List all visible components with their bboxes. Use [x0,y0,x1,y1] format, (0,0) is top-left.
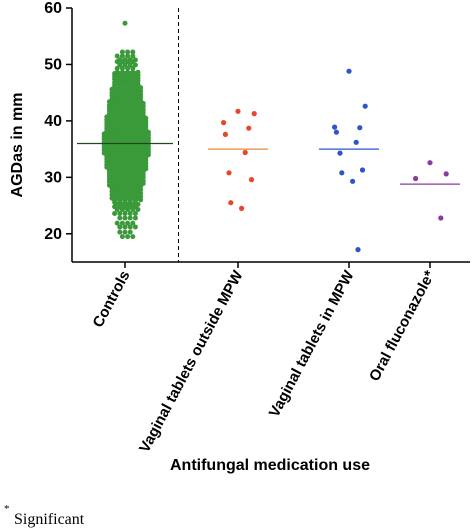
data-point [127,224,133,230]
data-point [333,129,339,135]
data-point [114,220,120,226]
data-point [119,207,125,212]
data-point [130,220,136,226]
data-point [125,207,131,212]
data-point [130,49,136,55]
data-point [355,247,361,253]
data-point [337,150,343,156]
data-point [413,175,419,182]
series-group [319,68,379,253]
data-point [132,62,138,68]
data-point [127,229,133,235]
data-point [119,49,125,55]
data-point [248,177,255,183]
data-point [119,59,125,65]
data-point [122,62,128,68]
data-point [117,211,123,216]
data-point [127,211,133,216]
y-tick-label: 50 [44,56,62,73]
footnote-text: Significant [14,511,85,528]
y-axis-title: AGDas in mm [9,93,26,198]
data-point [332,124,338,130]
data-point [242,149,248,156]
data-point [122,211,128,216]
plot-area [77,8,460,262]
x-axis: Controls Vaginal tablets outside MPW Vagin… [72,261,470,455]
data-point [119,53,125,59]
data-point [119,234,125,240]
series-group [400,160,460,221]
y-tick-label: 20 [44,226,62,243]
data-point [122,224,128,230]
data-point [127,215,133,221]
data-point [114,53,120,59]
data-point [438,215,444,221]
data-point [125,59,131,65]
data-point [130,207,136,212]
data-point [122,20,128,26]
data-point [221,120,227,126]
data-point [339,170,345,176]
data-point [122,229,128,235]
data-point [135,207,141,212]
y-tick-label: 60 [44,0,62,17]
data-point [353,139,359,145]
data-point [222,131,228,137]
data-point [114,59,120,65]
data-point [362,103,368,109]
data-point [127,62,133,68]
footnote-marker: * [4,503,10,515]
x-tick-label: Vaginal tablets in MPW [266,267,358,420]
x-tick-label: Controls [90,268,134,330]
data-point [125,234,131,240]
data-point [119,220,125,226]
series-group [208,108,268,211]
data-point [125,220,131,226]
series-group [77,20,173,240]
data-point [235,108,241,114]
x-tick-label: Oral fluconazole* [366,268,439,384]
data-point [132,224,138,230]
data-point [112,211,118,216]
data-point [359,167,366,173]
data-point [130,59,136,65]
data-point [350,178,356,184]
y-axis: 20 30 40 50 60 [44,0,73,262]
data-point [117,215,123,221]
data-point [114,207,120,212]
x-axis-title: Antifungal medication use [170,457,370,474]
data-point [357,125,363,131]
data-point [226,170,232,176]
data-point [443,171,449,177]
data-point [114,65,120,71]
data-point [125,65,131,71]
data-point [138,197,144,203]
data-point [246,125,252,131]
data-point [117,62,123,68]
data-point [122,215,128,221]
data-point [125,49,131,55]
data-point [117,229,123,235]
data-point [130,234,136,240]
y-tick-label: 30 [44,169,62,186]
data-point [132,215,138,221]
data-point [251,111,257,117]
data-point [132,211,138,216]
y-tick-label: 40 [44,113,62,130]
data-point [117,224,123,230]
data-point [427,160,433,166]
data-point [239,205,245,211]
data-point [130,53,136,59]
data-point [130,65,136,71]
data-point [228,200,234,206]
x-tick-label: Vaginal tablets outside MPW [136,267,247,455]
data-point [346,68,352,74]
data-point [119,65,125,71]
data-point [125,53,131,59]
